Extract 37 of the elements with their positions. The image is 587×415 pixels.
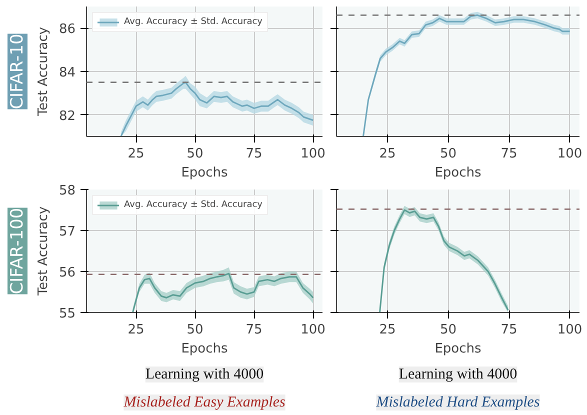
x-tick-label: 25 xyxy=(379,322,396,338)
x-tick-label: 75 xyxy=(246,322,262,338)
x-tick-label: 50 xyxy=(186,146,204,162)
x-tick-label: 50 xyxy=(440,146,457,162)
y-tick-label: 55 xyxy=(58,306,76,322)
y-tick-label: 82 xyxy=(58,108,76,124)
legend-label: Avg. Accuracy ± Std. Accuracy xyxy=(124,200,263,210)
text: Learning with 4000 xyxy=(145,366,264,382)
legend-label: Avg. Accuracy ± Std. Accuracy xyxy=(124,17,263,27)
x-axis-title: Epochs xyxy=(181,166,228,180)
x-axis-title: Epochs xyxy=(434,166,482,180)
x-axis-title: Epochs xyxy=(181,342,228,356)
text: CIFAR-10 xyxy=(8,34,28,110)
x-tick-label: 75 xyxy=(246,146,262,162)
y-axis-title: Test Accuracy xyxy=(36,26,51,118)
x-tick-label: 50 xyxy=(186,322,204,338)
x-tick-label: 25 xyxy=(379,146,396,162)
x-tick-label: 100 xyxy=(300,322,326,338)
y-tick-label: 56 xyxy=(58,266,76,280)
y-tick-label: 84 xyxy=(58,66,76,80)
x-tick-label: 25 xyxy=(128,322,144,338)
x-axis-title: Epochs xyxy=(434,342,482,356)
text: Learning with 4000 xyxy=(398,366,518,382)
text: CIFAR-100 xyxy=(8,208,28,294)
y-tick-label: 58 xyxy=(58,184,76,198)
text: Mislabeled Easy Examples xyxy=(122,394,286,410)
x-tick-label: 75 xyxy=(500,322,518,338)
y-axis-title: Test Accuracy xyxy=(36,206,51,297)
x-tick-label: 100 xyxy=(557,322,582,338)
x-tick-label: 100 xyxy=(300,146,326,162)
y-tick-label: 86 xyxy=(58,22,76,38)
text: Mislabeled Hard Examples xyxy=(375,394,540,410)
x-tick-label: 75 xyxy=(500,146,518,162)
x-tick-label: 50 xyxy=(440,322,457,338)
x-tick-label: 100 xyxy=(557,146,582,162)
y-tick-label: 57 xyxy=(58,224,76,240)
x-tick-label: 25 xyxy=(128,146,144,162)
